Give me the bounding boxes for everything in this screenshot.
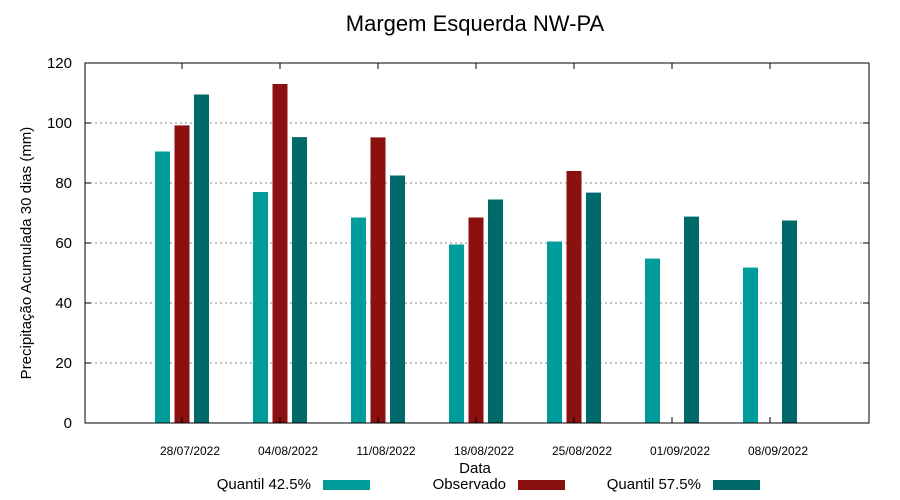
bars — [155, 84, 797, 424]
bar-1-3 — [468, 217, 484, 423]
x-tick-label-3: 18/08/2022 — [454, 444, 514, 458]
bar-0-1 — [253, 192, 268, 423]
legend-swatch-2 — [713, 480, 760, 490]
y-tick-label-4: 80 — [55, 175, 72, 192]
x-axis-ticks: 28/07/2022 04/08/2022 11/08/2022 18/08/2022… — [160, 63, 808, 458]
bar-2-6 — [782, 220, 797, 423]
x-tick-label-5: 01/09/2022 — [650, 444, 710, 458]
y-tick-label-6: 120 — [47, 55, 72, 72]
legend-swatch-0 — [323, 480, 370, 490]
x-tick-label-0: 28/07/2022 — [160, 444, 220, 458]
x-tick-label-2: 11/08/2022 — [356, 444, 415, 458]
bar-0-4 — [547, 241, 562, 423]
x-tick-label-1: 04/08/2022 — [258, 444, 318, 458]
x-tick-label-4: 25/08/2022 — [552, 444, 612, 458]
bar-0-5 — [645, 258, 660, 423]
bar-2-4 — [586, 192, 601, 423]
y-tick-label-0: 0 — [64, 415, 72, 432]
bar-0-0 — [155, 151, 170, 423]
y-tick-label-3: 60 — [55, 235, 72, 252]
bar-1-1 — [272, 84, 288, 423]
bar-0-6 — [743, 267, 758, 423]
bar-0-3 — [449, 244, 464, 423]
y-tick-label-2: 40 — [55, 295, 72, 312]
bar-2-1 — [292, 137, 307, 423]
chart-title: Margem Esquerda NW-PA — [346, 11, 605, 36]
y-axis-ticks: 0 20 40 60 80 100 120 — [47, 55, 869, 432]
bar-0-2 — [351, 217, 366, 423]
y-axis-label: Precipitação Acumulada 30 dias (mm) — [18, 127, 35, 380]
bar-2-5 — [684, 216, 699, 423]
y-tick-label-1: 20 — [55, 355, 72, 372]
x-tick-label-6: 08/09/2022 — [748, 444, 808, 458]
legend-label-0: Quantil 42.5% — [217, 476, 311, 493]
legend-swatch-1 — [518, 480, 565, 490]
bar-2-0 — [194, 94, 209, 423]
x-axis-label: Data — [459, 460, 491, 477]
bar-2-2 — [390, 175, 405, 423]
bar-1-2 — [370, 137, 386, 423]
y-tick-label-5: 100 — [47, 115, 72, 132]
bar-2-3 — [488, 199, 503, 423]
bar-1-4 — [566, 171, 582, 423]
bar-1-0 — [174, 125, 190, 424]
legend: Quantil 42.5% Observado Quantil 57.5% — [217, 476, 760, 493]
legend-label-2: Quantil 57.5% — [607, 476, 701, 493]
legend-label-1: Observado — [433, 476, 506, 493]
